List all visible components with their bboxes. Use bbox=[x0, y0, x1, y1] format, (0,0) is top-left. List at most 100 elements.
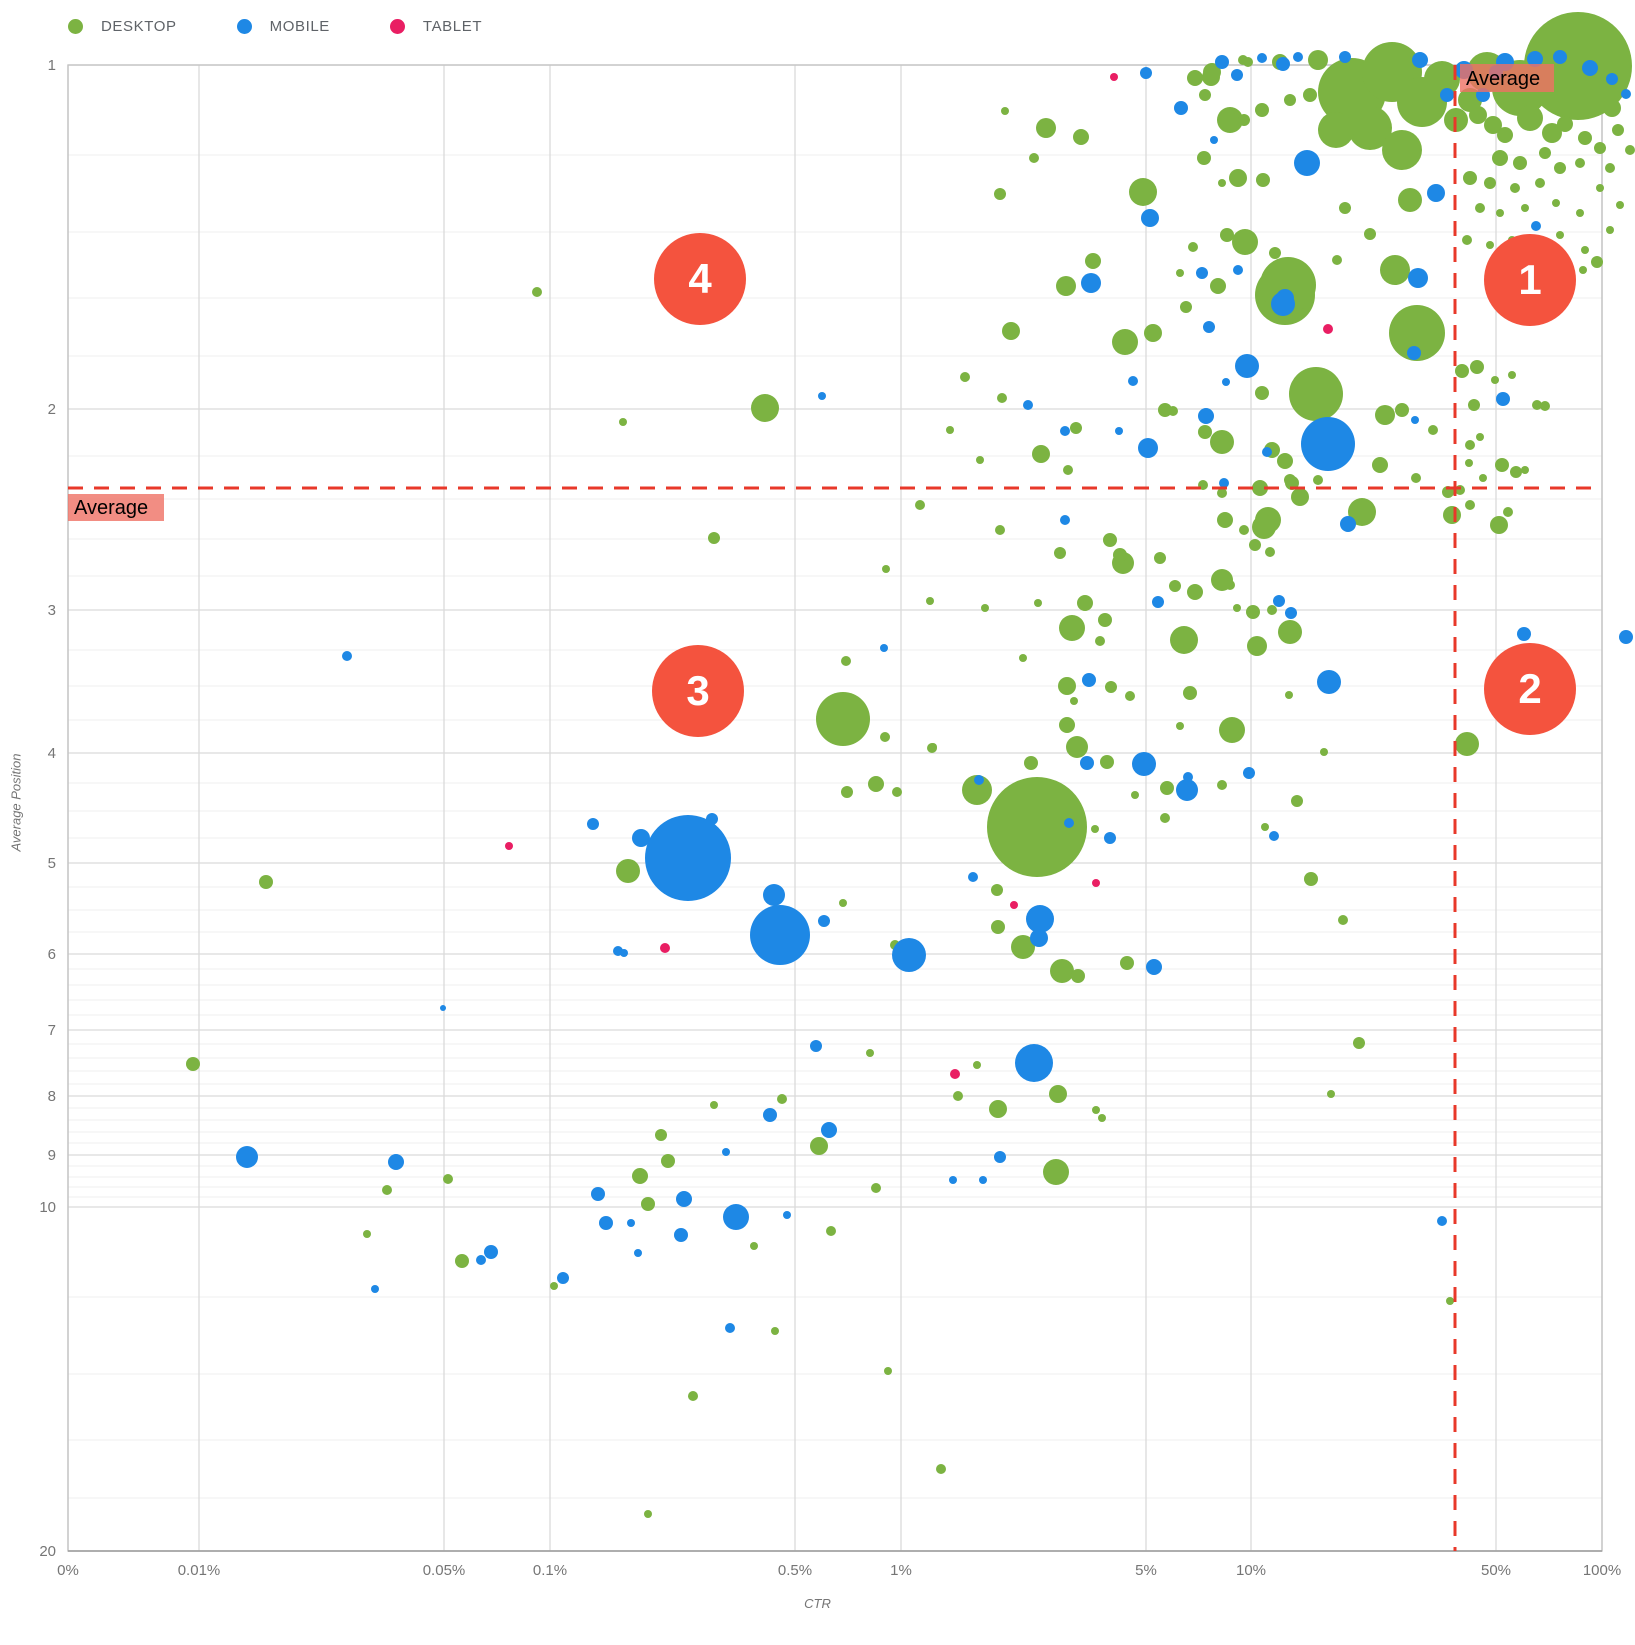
bubble[interactable] bbox=[783, 1211, 791, 1219]
bubble[interactable] bbox=[1491, 376, 1499, 384]
bubble[interactable] bbox=[1540, 401, 1550, 411]
bubble[interactable] bbox=[1463, 171, 1477, 185]
bubble[interactable] bbox=[725, 1323, 735, 1333]
bubble[interactable] bbox=[1389, 305, 1445, 361]
bubble[interactable] bbox=[949, 1176, 957, 1184]
bubble[interactable] bbox=[1269, 247, 1281, 259]
bubble[interactable] bbox=[880, 732, 890, 742]
bubble[interactable] bbox=[1019, 654, 1027, 662]
bubble[interactable] bbox=[443, 1174, 453, 1184]
bubble[interactable] bbox=[1552, 199, 1560, 207]
bubble[interactable] bbox=[871, 1183, 881, 1193]
bubble[interactable] bbox=[476, 1255, 486, 1265]
bubble[interactable] bbox=[634, 1249, 642, 1257]
bubble[interactable] bbox=[550, 1282, 558, 1290]
bubble[interactable] bbox=[1582, 60, 1598, 76]
bubble[interactable] bbox=[1575, 158, 1585, 168]
bubble[interactable] bbox=[1462, 235, 1472, 245]
bubble[interactable] bbox=[371, 1285, 379, 1293]
bubble[interactable] bbox=[1427, 184, 1445, 202]
bubble[interactable] bbox=[1285, 607, 1297, 619]
bubble[interactable] bbox=[1210, 136, 1218, 144]
bubble[interactable] bbox=[1364, 228, 1376, 240]
bubble[interactable] bbox=[1058, 677, 1076, 695]
bubble[interactable] bbox=[1317, 670, 1341, 694]
bubble[interactable] bbox=[1527, 51, 1543, 67]
bubble[interactable] bbox=[1229, 169, 1247, 187]
bubble[interactable] bbox=[1619, 630, 1633, 644]
bubble[interactable] bbox=[363, 1230, 371, 1238]
bubble[interactable] bbox=[1424, 61, 1460, 97]
bubble[interactable] bbox=[1049, 1085, 1067, 1103]
bubble[interactable] bbox=[1140, 67, 1152, 79]
bubble[interactable] bbox=[1554, 162, 1566, 174]
bubble[interactable] bbox=[1217, 488, 1227, 498]
bubble[interactable] bbox=[1180, 301, 1192, 313]
bubble[interactable] bbox=[1215, 55, 1229, 69]
bubble[interactable] bbox=[1188, 242, 1198, 252]
bubble[interactable] bbox=[1105, 681, 1117, 693]
bubble[interactable] bbox=[1553, 50, 1567, 64]
bubble[interactable] bbox=[1125, 691, 1135, 701]
bubble[interactable] bbox=[866, 1049, 874, 1057]
bubble[interactable] bbox=[1238, 114, 1250, 126]
bubble[interactable] bbox=[186, 1057, 200, 1071]
bubble[interactable] bbox=[1465, 500, 1475, 510]
bubble[interactable] bbox=[750, 1242, 758, 1250]
bubble[interactable] bbox=[1446, 1297, 1454, 1305]
bubble[interactable] bbox=[1160, 781, 1174, 795]
bubble[interactable] bbox=[915, 500, 925, 510]
bubble[interactable] bbox=[1064, 818, 1074, 828]
bubble[interactable] bbox=[1196, 267, 1208, 279]
bubble[interactable] bbox=[1249, 539, 1261, 551]
bubble[interactable] bbox=[1475, 203, 1485, 213]
bubble[interactable] bbox=[1339, 51, 1351, 63]
bubble[interactable] bbox=[1103, 533, 1117, 547]
bubble[interactable] bbox=[1612, 124, 1624, 136]
bubble[interactable] bbox=[1398, 188, 1422, 212]
bubble[interactable] bbox=[532, 287, 542, 297]
bubble[interactable] bbox=[259, 875, 273, 889]
bubble[interactable] bbox=[1468, 399, 1480, 411]
bubble[interactable] bbox=[1217, 780, 1227, 790]
bubble[interactable] bbox=[763, 1108, 777, 1122]
bubble[interactable] bbox=[884, 1367, 892, 1375]
bubble[interactable] bbox=[1217, 512, 1233, 528]
bubble[interactable] bbox=[484, 1245, 498, 1259]
bubble[interactable] bbox=[1289, 367, 1343, 421]
bubble[interactable] bbox=[1203, 321, 1215, 333]
bubble[interactable] bbox=[1128, 376, 1138, 386]
bubble[interactable] bbox=[1412, 52, 1428, 68]
bubble[interactable] bbox=[1269, 831, 1279, 841]
bubble[interactable] bbox=[1011, 935, 1035, 959]
bubble[interactable] bbox=[1010, 901, 1018, 909]
bubble[interactable] bbox=[1339, 202, 1351, 214]
bubble[interactable] bbox=[632, 1168, 648, 1184]
bubble[interactable] bbox=[1168, 406, 1178, 416]
bubble[interactable] bbox=[1110, 73, 1118, 81]
bubble[interactable] bbox=[1503, 507, 1513, 517]
bubble[interactable] bbox=[1066, 736, 1088, 758]
bubble[interactable] bbox=[1327, 1090, 1335, 1098]
bubble[interactable] bbox=[1455, 732, 1479, 756]
bubble[interactable] bbox=[926, 597, 934, 605]
bubble[interactable] bbox=[946, 426, 954, 434]
bubble[interactable] bbox=[1616, 201, 1624, 209]
bubble[interactable] bbox=[974, 775, 984, 785]
bubble[interactable] bbox=[750, 905, 810, 965]
bubble[interactable] bbox=[1077, 595, 1093, 611]
bubble[interactable] bbox=[1408, 268, 1428, 288]
bubble[interactable] bbox=[1210, 430, 1234, 454]
bubble[interactable] bbox=[1380, 255, 1410, 285]
bubble[interactable] bbox=[1219, 112, 1239, 132]
bubble[interactable] bbox=[1112, 329, 1138, 355]
bubble[interactable] bbox=[1484, 116, 1502, 134]
bubble[interactable] bbox=[1246, 605, 1260, 619]
bubble[interactable] bbox=[1625, 145, 1635, 155]
bubble[interactable] bbox=[1176, 722, 1184, 730]
bubble[interactable] bbox=[1524, 12, 1632, 120]
bubble[interactable] bbox=[1054, 547, 1066, 559]
bubble[interactable] bbox=[960, 372, 970, 382]
bubble[interactable] bbox=[994, 1151, 1006, 1163]
bubble[interactable] bbox=[818, 915, 830, 927]
